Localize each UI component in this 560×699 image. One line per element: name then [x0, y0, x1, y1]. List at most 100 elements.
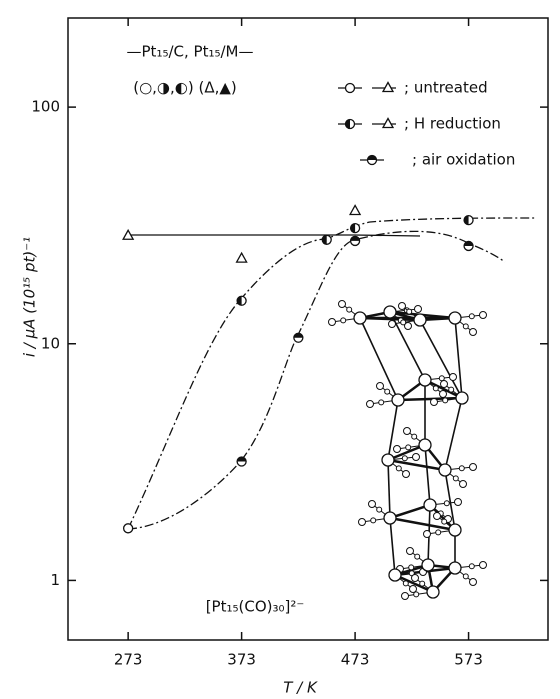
- cluster-atom: [388, 568, 402, 582]
- marker-fill: [293, 333, 303, 338]
- legend-header: —Pt₁₅/C, Pt₁₅/M—: [127, 43, 254, 61]
- marker-shape: [348, 204, 362, 216]
- cluster-atom: [442, 397, 449, 404]
- cluster-atom: [353, 311, 367, 325]
- legend-symbols: (○,◑,◐) (Δ,▲): [133, 79, 237, 97]
- cluster-atom: [443, 500, 450, 507]
- cluster-atom: [412, 453, 420, 461]
- cluster-bond: [444, 397, 463, 471]
- marker-shape: [381, 117, 395, 129]
- cluster-atom: [328, 318, 336, 326]
- cluster-bond: [389, 516, 456, 532]
- cluster-atom: [383, 511, 397, 525]
- cluster-atom: [403, 427, 411, 435]
- legend-marker: [344, 118, 356, 130]
- cluster-bond: [387, 458, 446, 472]
- y-tick-label: 100: [31, 98, 60, 116]
- x-axis-label: T / K: [283, 679, 318, 697]
- cluster-atom: [468, 563, 475, 570]
- data-point: [349, 222, 361, 234]
- cluster-atom: [469, 578, 477, 586]
- cluster-bond: [359, 317, 399, 401]
- data-point: [236, 456, 247, 467]
- legend-label: ; H reduction: [404, 115, 501, 133]
- marker-shape: [381, 81, 395, 93]
- cluster-atom: [402, 470, 410, 478]
- data-point: [349, 235, 361, 247]
- cluster-bond: [444, 469, 456, 531]
- data-point: [235, 251, 248, 263]
- cluster-atom: [418, 438, 432, 452]
- cluster-atom: [384, 388, 391, 395]
- cluster-atom: [393, 445, 401, 453]
- cluster-atom: [402, 580, 409, 587]
- cluster-atom: [438, 375, 445, 382]
- data-point: [463, 240, 474, 252]
- cluster-atom: [448, 523, 462, 537]
- marker-fill: [464, 215, 469, 225]
- cluster-atom: [458, 465, 465, 472]
- x-tick-label: 273: [114, 651, 143, 669]
- cluster-atom: [441, 518, 448, 525]
- cluster-atom: [368, 500, 376, 508]
- cluster-bond: [394, 573, 434, 594]
- cluster-atom: [469, 463, 477, 471]
- cluster-atom: [370, 517, 377, 524]
- cluster-illustration: [328, 300, 487, 600]
- legend-marker: [381, 81, 395, 93]
- cluster-atom: [406, 547, 414, 555]
- marker-fill: [237, 457, 247, 462]
- cluster-atom: [452, 475, 459, 482]
- y-tick-label: 10: [41, 334, 60, 352]
- marker-fill: [367, 155, 377, 160]
- legend-marker: [344, 82, 356, 94]
- cluster-atom: [391, 393, 405, 407]
- legend-label: ; untreated: [404, 79, 488, 97]
- cluster-atom: [381, 453, 395, 467]
- trend-line: [128, 234, 421, 237]
- y-axis-label: i / μA (10¹⁵ pt)⁻¹: [21, 237, 39, 357]
- cluster-atom: [418, 373, 432, 387]
- legend-label: ; air oxidation: [412, 151, 515, 169]
- legend-marker: [366, 154, 378, 166]
- cluster-atom: [398, 302, 406, 310]
- marker-fill: [464, 241, 474, 246]
- marker-fill: [350, 223, 356, 233]
- cluster-atom: [414, 553, 421, 560]
- cluster-bond: [419, 319, 463, 399]
- cluster-bond: [424, 444, 431, 506]
- cluster-bond: [387, 399, 399, 461]
- x-tick-label: 373: [227, 651, 256, 669]
- data-point: [321, 234, 332, 245]
- cluster-bond: [454, 317, 463, 399]
- marker-fill: [345, 119, 350, 129]
- cluster-atom: [419, 580, 426, 587]
- cluster-bond: [387, 443, 426, 462]
- cluster-atom: [438, 463, 452, 477]
- data-point: [236, 295, 247, 306]
- cluster-atom: [479, 561, 487, 569]
- data-point: [122, 228, 135, 240]
- cluster-atom: [358, 518, 366, 526]
- trend-curve: [127, 217, 536, 530]
- cluster-atom: [421, 558, 435, 572]
- marker-fill: [350, 236, 360, 241]
- cluster-atom: [406, 308, 413, 315]
- cluster-atom: [338, 300, 346, 308]
- cluster-atom: [433, 512, 441, 520]
- trend-curve: [127, 230, 506, 530]
- cluster-atom: [411, 574, 419, 582]
- marker-shape: [122, 523, 134, 534]
- data-point: [348, 204, 362, 216]
- x-tick-label: 473: [341, 651, 370, 669]
- cluster-atom: [383, 305, 397, 319]
- cluster-atom: [432, 385, 439, 392]
- cluster-atom: [388, 320, 396, 328]
- cluster-atom: [366, 400, 374, 408]
- cluster-atom: [400, 319, 407, 326]
- marker-shape: [235, 251, 248, 263]
- cluster-atom: [449, 373, 457, 381]
- cluster-atom: [435, 529, 442, 536]
- cluster-atom: [430, 398, 438, 406]
